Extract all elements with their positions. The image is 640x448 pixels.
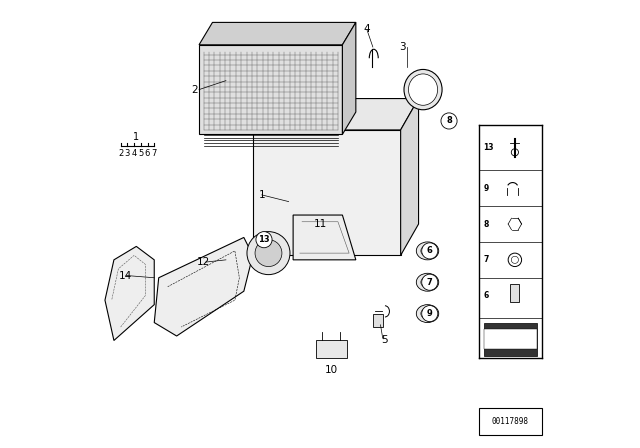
Text: 7: 7 bbox=[484, 255, 489, 264]
Ellipse shape bbox=[421, 308, 435, 319]
Bar bbox=[484, 329, 538, 349]
Circle shape bbox=[255, 240, 282, 267]
Ellipse shape bbox=[417, 273, 439, 291]
Circle shape bbox=[441, 113, 457, 129]
Text: 8: 8 bbox=[484, 220, 489, 228]
Text: 13: 13 bbox=[484, 143, 494, 152]
Text: 9: 9 bbox=[427, 309, 433, 318]
Text: 6: 6 bbox=[145, 149, 150, 158]
Polygon shape bbox=[373, 314, 383, 327]
Polygon shape bbox=[316, 340, 347, 358]
Text: 7: 7 bbox=[427, 278, 433, 287]
Polygon shape bbox=[253, 99, 419, 130]
Ellipse shape bbox=[421, 246, 435, 256]
Polygon shape bbox=[293, 215, 356, 260]
Text: 5: 5 bbox=[381, 336, 388, 345]
Bar bbox=[479, 408, 541, 435]
Text: 2: 2 bbox=[191, 85, 198, 95]
Text: 10: 10 bbox=[324, 365, 338, 375]
Text: 7: 7 bbox=[152, 149, 157, 158]
Polygon shape bbox=[253, 130, 401, 255]
Text: 13: 13 bbox=[258, 235, 270, 244]
Circle shape bbox=[247, 232, 290, 275]
Text: 11: 11 bbox=[314, 219, 326, 229]
Text: 5: 5 bbox=[138, 149, 143, 158]
Ellipse shape bbox=[408, 74, 438, 105]
Polygon shape bbox=[401, 99, 419, 255]
Text: 1: 1 bbox=[133, 132, 140, 142]
Text: 1: 1 bbox=[259, 190, 265, 200]
Circle shape bbox=[422, 243, 438, 259]
Text: 12: 12 bbox=[197, 257, 210, 267]
Circle shape bbox=[256, 232, 272, 248]
Text: 4: 4 bbox=[364, 24, 371, 34]
Text: 2: 2 bbox=[118, 149, 124, 158]
Text: 4: 4 bbox=[131, 149, 137, 158]
Text: 3: 3 bbox=[399, 42, 406, 52]
Polygon shape bbox=[199, 22, 356, 45]
Text: 00117898: 00117898 bbox=[492, 417, 529, 426]
Bar bbox=[484, 323, 538, 356]
Text: 8: 8 bbox=[446, 116, 452, 125]
Text: 9: 9 bbox=[484, 184, 489, 193]
Ellipse shape bbox=[421, 277, 435, 288]
Ellipse shape bbox=[442, 116, 453, 127]
Polygon shape bbox=[342, 22, 356, 134]
Circle shape bbox=[422, 306, 438, 322]
Polygon shape bbox=[105, 246, 154, 340]
Text: 14: 14 bbox=[118, 271, 132, 280]
Text: 3: 3 bbox=[125, 149, 130, 158]
Polygon shape bbox=[199, 45, 342, 134]
Text: 6: 6 bbox=[427, 246, 433, 255]
Polygon shape bbox=[154, 237, 253, 336]
Ellipse shape bbox=[417, 242, 439, 260]
Bar bbox=[511, 284, 520, 302]
Ellipse shape bbox=[417, 305, 439, 323]
Text: 6: 6 bbox=[484, 291, 489, 300]
Ellipse shape bbox=[404, 69, 442, 110]
Circle shape bbox=[422, 274, 438, 290]
